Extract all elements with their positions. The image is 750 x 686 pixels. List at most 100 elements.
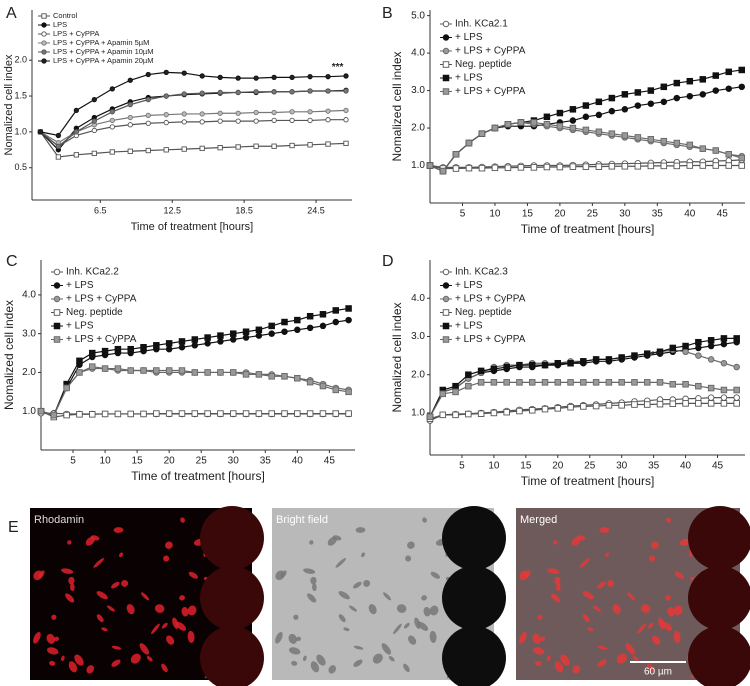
series-line — [40, 90, 347, 147]
cell — [572, 665, 581, 674]
series-line — [39, 131, 347, 158]
data-point — [567, 379, 574, 386]
data-point — [163, 112, 169, 118]
cell — [355, 527, 366, 533]
data-point — [720, 340, 728, 348]
data-point — [319, 311, 327, 318]
legend-label: + LPS — [455, 321, 483, 332]
cell — [689, 576, 694, 581]
panel-letter: E — [8, 519, 19, 536]
data-point — [528, 361, 536, 369]
legend-label: + LPS + CyPPA — [455, 46, 526, 57]
cell — [607, 580, 615, 587]
data-point — [595, 111, 603, 119]
data-point — [89, 363, 96, 370]
data-point — [307, 142, 313, 148]
data-point — [595, 98, 603, 106]
cell — [679, 538, 691, 546]
data-point — [595, 128, 603, 136]
data-point — [140, 343, 147, 351]
data-point — [503, 379, 510, 386]
data-point — [541, 361, 549, 369]
data-point — [608, 163, 616, 170]
image-rhodamin: Rhodamin — [30, 506, 264, 686]
data-point — [109, 117, 115, 124]
data-point — [720, 386, 728, 394]
cell — [532, 647, 545, 655]
data-point — [204, 334, 211, 341]
data-point — [76, 411, 83, 418]
x-tick-label: 10 — [488, 461, 500, 472]
data-point — [127, 122, 133, 128]
data-point — [191, 410, 199, 417]
data-point — [592, 379, 600, 386]
data-point — [725, 85, 733, 92]
data-point — [325, 141, 331, 147]
data-point — [127, 345, 134, 353]
legend-label: LPS + CyPPA + Apamin 5µM — [53, 38, 149, 47]
cell — [383, 592, 392, 601]
data-point — [235, 118, 241, 124]
legend-label: Inh. KCa2.2 — [66, 267, 119, 278]
legend-marker — [41, 22, 47, 28]
legend-marker — [442, 88, 450, 95]
cell — [524, 570, 531, 579]
data-point — [253, 118, 259, 124]
data-point — [343, 88, 349, 94]
cell — [661, 621, 673, 631]
annotation: *** — [651, 350, 663, 361]
cell — [368, 604, 377, 615]
data-point — [229, 336, 237, 343]
y-tick-label: 3.0 — [411, 85, 425, 96]
data-point — [725, 162, 733, 169]
data-point — [268, 330, 275, 337]
data-point — [140, 410, 147, 418]
cell — [429, 630, 437, 643]
chart: 0.5 1.0 1.5 2.0 6.5 12.5 18.5 24.5 Time of treat… — [3, 5, 352, 233]
data-point — [199, 145, 205, 152]
data-point — [686, 162, 694, 169]
data-point — [556, 122, 564, 130]
cell — [67, 540, 72, 545]
data-point — [163, 147, 169, 153]
x-tick-label: 25 — [587, 209, 599, 220]
x-tick-label: 6.5 — [94, 205, 107, 215]
data-point — [271, 143, 277, 149]
data-point — [332, 410, 340, 417]
data-point — [145, 147, 151, 154]
data-point — [530, 164, 538, 171]
data-point — [229, 369, 237, 376]
y-tick-label: 1.0 — [14, 126, 27, 136]
data-point — [109, 86, 115, 92]
y-tick-label: 2.0 — [22, 367, 36, 378]
data-point — [199, 73, 205, 79]
data-point — [217, 369, 224, 376]
data-point — [55, 132, 62, 139]
cell — [405, 555, 412, 562]
cell — [312, 583, 317, 592]
data-point — [491, 124, 499, 132]
legend-marker — [53, 282, 61, 289]
data-point — [63, 411, 70, 419]
x-tick-label: 35 — [652, 209, 664, 220]
cell — [291, 660, 298, 666]
cell — [532, 633, 542, 644]
x-axis-label: Time of treatment [hours] — [521, 222, 655, 236]
data-point — [682, 381, 689, 388]
data-point — [178, 343, 186, 351]
data-point — [127, 101, 133, 108]
cell — [187, 605, 197, 616]
data-point — [281, 410, 288, 417]
cell — [74, 654, 84, 666]
cell — [423, 606, 431, 617]
data-point — [504, 121, 512, 128]
data-point — [181, 146, 187, 152]
x-tick-label: 20 — [552, 461, 564, 472]
cell — [49, 660, 56, 666]
data-point — [181, 111, 187, 117]
cell — [587, 627, 594, 632]
data-point — [528, 407, 536, 414]
data-point — [738, 154, 746, 162]
cell — [130, 653, 141, 664]
series-line — [40, 71, 347, 137]
